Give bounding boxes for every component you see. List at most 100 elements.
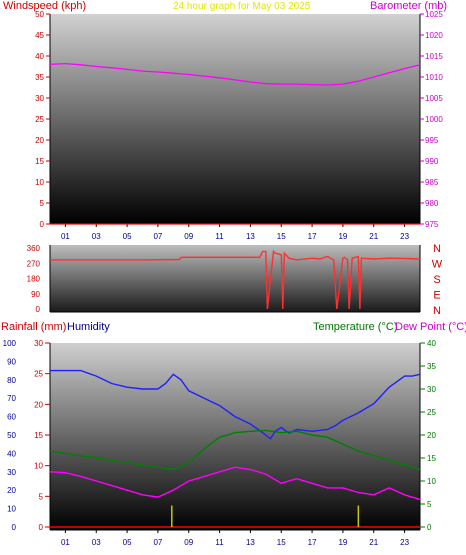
top-left-axis-label: Windspeed (kph) bbox=[3, 0, 86, 12]
left-tick-label: 5 bbox=[40, 199, 45, 208]
x-tick-label: 07 bbox=[153, 538, 162, 547]
x-tick-label: 15 bbox=[277, 232, 286, 241]
chart-title: 24 hour graph for May 03 2025 bbox=[173, 1, 311, 12]
wind-direction-line bbox=[50, 249, 421, 310]
x-tick-label: 05 bbox=[123, 538, 132, 547]
x-tick-label: 11 bbox=[215, 538, 224, 547]
right-tick-label: 990 bbox=[425, 157, 439, 166]
x-tick-label: 23 bbox=[400, 232, 409, 241]
direction-tick-label: 180 bbox=[27, 275, 41, 284]
x-tick-label: 01 bbox=[61, 232, 70, 241]
rainfall-axis-label: Rainfall (mm) bbox=[1, 321, 66, 333]
direction-tick-label: 90 bbox=[31, 290, 40, 299]
rain-tick-label: 30 bbox=[34, 339, 43, 348]
direction-tick-label: 0 bbox=[36, 305, 41, 314]
x-tick-label: 03 bbox=[92, 538, 101, 547]
direction-tick-label: 270 bbox=[27, 259, 41, 268]
humidity-tick-label: 70 bbox=[7, 394, 16, 403]
temperature-tick-label: 40 bbox=[427, 339, 436, 348]
temperature-tick-label: 25 bbox=[427, 408, 436, 417]
compass-label: N bbox=[433, 305, 441, 317]
rain-tick-label: 10 bbox=[34, 462, 43, 471]
rain-tick-label: 25 bbox=[34, 370, 43, 379]
x-tick-label: 09 bbox=[184, 232, 193, 241]
rain-tick-label: 5 bbox=[39, 492, 44, 501]
humidity-tick-label: 40 bbox=[7, 449, 16, 458]
left-tick-label: 50 bbox=[35, 10, 44, 19]
x-tick-label: 21 bbox=[369, 538, 378, 547]
temperature-tick-label: 5 bbox=[427, 500, 432, 509]
humidity-line bbox=[50, 369, 421, 440]
barometer-line bbox=[49, 62, 421, 86]
temperature-tick-label: 10 bbox=[427, 477, 436, 486]
x-tick-label: 21 bbox=[369, 232, 378, 241]
humidity-tick-label: 80 bbox=[7, 376, 16, 385]
humidity-tick-label: 60 bbox=[7, 413, 16, 422]
x-tick-label: 15 bbox=[277, 538, 286, 547]
x-tick-label: 07 bbox=[153, 232, 162, 241]
humidity-tick-label: 90 bbox=[7, 357, 16, 366]
right-tick-label: 1015 bbox=[425, 52, 443, 61]
temperature-tick-label: 35 bbox=[427, 362, 436, 371]
rain-tick-label: 0 bbox=[39, 523, 44, 532]
humidity-tick-label: 30 bbox=[7, 468, 16, 477]
x-tick-label: 11 bbox=[215, 232, 224, 241]
humidity-axis-label: Humidity bbox=[67, 321, 110, 333]
tick-labels: 0510152025303540455097598098599099510001… bbox=[3, 10, 444, 547]
humidity-tick-label: 50 bbox=[7, 431, 16, 440]
left-tick-label: 20 bbox=[35, 136, 44, 145]
x-tick-label: 05 bbox=[123, 232, 132, 241]
x-tick-label: 17 bbox=[308, 232, 317, 241]
right-tick-label: 980 bbox=[425, 199, 439, 208]
left-tick-label: 10 bbox=[35, 178, 44, 187]
temperature-line bbox=[49, 429, 421, 471]
direction-tick-label: 360 bbox=[27, 244, 41, 253]
left-tick-label: 0 bbox=[40, 220, 45, 229]
rain-tick-label: 15 bbox=[34, 431, 43, 440]
temperature-tick-label: 15 bbox=[427, 454, 436, 463]
compass-label: W bbox=[432, 259, 443, 271]
compass-label: S bbox=[433, 274, 440, 286]
top-panel-plot bbox=[50, 14, 420, 224]
left-tick-label: 35 bbox=[35, 73, 44, 82]
left-tick-label: 25 bbox=[35, 115, 44, 124]
top-right-axis-label: Barometer (mb) bbox=[370, 0, 447, 12]
left-tick-label: 40 bbox=[35, 52, 44, 61]
right-tick-label: 985 bbox=[425, 178, 439, 187]
left-tick-label: 30 bbox=[35, 94, 44, 103]
right-tick-label: 1010 bbox=[425, 73, 443, 82]
x-tick-label: 09 bbox=[184, 538, 193, 547]
temperature-tick-label: 20 bbox=[427, 431, 436, 440]
x-tick-label: 13 bbox=[246, 538, 255, 547]
series-lines bbox=[49, 62, 421, 528]
right-tick-label: 1020 bbox=[425, 31, 443, 40]
bottom-panel-plot bbox=[50, 343, 420, 530]
temperature-tick-label: 0 bbox=[427, 523, 432, 532]
x-tick-label: 17 bbox=[308, 538, 317, 547]
x-tick-label: 13 bbox=[246, 232, 255, 241]
dewpoint-axis-label: Dew Point (°C) bbox=[395, 321, 466, 333]
left-tick-label: 45 bbox=[35, 31, 44, 40]
right-tick-label: 1000 bbox=[425, 115, 443, 124]
mid-panel-plot bbox=[50, 245, 420, 312]
right-tick-label: 995 bbox=[425, 136, 439, 145]
temperature-tick-label: 30 bbox=[427, 385, 436, 394]
x-tick-label: 01 bbox=[61, 538, 70, 547]
compass-label: E bbox=[433, 290, 440, 302]
humidity-tick-label: 100 bbox=[3, 339, 17, 348]
x-tick-label: 19 bbox=[338, 232, 347, 241]
x-tick-label: 23 bbox=[400, 538, 409, 547]
dew-point-line bbox=[49, 466, 421, 501]
humidity-tick-label: 0 bbox=[12, 523, 17, 532]
left-tick-label: 15 bbox=[35, 157, 44, 166]
x-tick-label: 03 bbox=[92, 232, 101, 241]
right-tick-label: 1025 bbox=[425, 10, 443, 19]
humidity-tick-label: 10 bbox=[7, 505, 16, 514]
right-tick-label: 975 bbox=[425, 220, 439, 229]
x-tick-label: 19 bbox=[338, 538, 347, 547]
compass-label: N bbox=[433, 243, 441, 255]
rain-tick-label: 20 bbox=[34, 400, 43, 409]
humidity-tick-label: 20 bbox=[7, 486, 16, 495]
right-tick-label: 1005 bbox=[425, 94, 443, 103]
